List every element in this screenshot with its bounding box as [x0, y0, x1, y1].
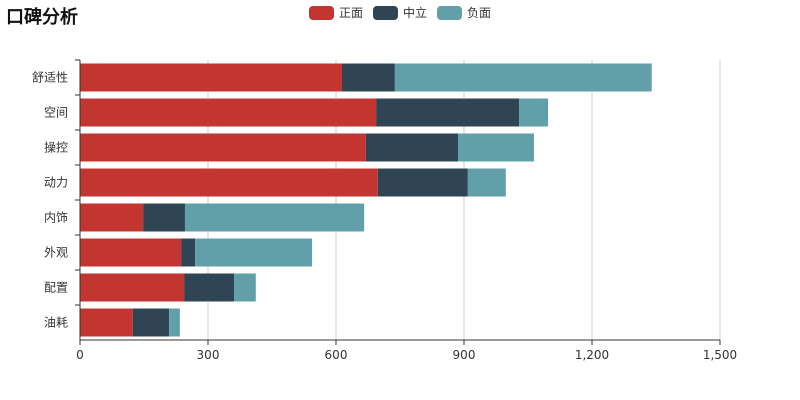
legend-label: 负面	[467, 6, 492, 20]
bar-segment[interactable]	[181, 238, 196, 267]
y-tick-label: 空间	[44, 106, 68, 120]
bar-segment[interactable]	[184, 203, 365, 232]
legend-swatch	[373, 5, 399, 20]
x-tick-label: 1,200	[575, 348, 609, 362]
bar-segment[interactable]	[377, 168, 468, 197]
x-tick-label: 300	[197, 348, 220, 362]
x-tick-label: 1,500	[703, 348, 737, 362]
bar-segment[interactable]	[376, 98, 520, 127]
legend: 正面 中立 负面	[309, 4, 491, 21]
x-tick-label: 900	[453, 348, 476, 362]
y-tick-label: 舒适性	[32, 71, 68, 85]
bar-segment[interactable]	[80, 238, 182, 267]
bar-segment[interactable]	[143, 203, 185, 232]
y-tick-label: 动力	[44, 176, 68, 190]
legend-label: 中立	[403, 6, 428, 20]
bar-segment[interactable]	[80, 63, 342, 92]
bar-segment[interactable]	[80, 168, 378, 197]
bar-segment[interactable]	[169, 308, 180, 337]
bar-segment[interactable]	[80, 98, 377, 127]
legend-swatch	[437, 5, 463, 20]
legend-swatch	[309, 5, 334, 20]
legend-label: 正面	[339, 6, 364, 20]
bar-segment[interactable]	[195, 238, 313, 267]
x-tick-label: 600	[325, 348, 348, 362]
bar-segment[interactable]	[80, 308, 133, 337]
bar-segment[interactable]	[458, 133, 534, 162]
bar-segment[interactable]	[234, 273, 256, 302]
bar-segment[interactable]	[80, 133, 366, 162]
legend-item-neutral[interactable]: 中立	[373, 4, 427, 21]
bar-segment[interactable]	[80, 273, 185, 302]
y-tick-label: 内饰	[44, 211, 68, 225]
bar-segment[interactable]	[467, 168, 506, 197]
bar-segment[interactable]	[184, 273, 235, 302]
y-tick-label: 操控	[44, 140, 68, 155]
y-tick-label: 配置	[44, 281, 68, 295]
bar-segment[interactable]	[365, 133, 459, 162]
legend-item-negative[interactable]: 负面	[437, 4, 491, 21]
bar-segment[interactable]	[132, 308, 170, 337]
bar-segment[interactable]	[341, 63, 395, 92]
y-tick-label: 外观	[44, 246, 68, 260]
legend-item-positive[interactable]: 正面	[309, 4, 363, 21]
x-tick-label: 0	[76, 348, 84, 362]
y-tick-label: 油耗	[44, 316, 68, 330]
bar-segment[interactable]	[519, 98, 549, 127]
bar-segment[interactable]	[394, 63, 652, 92]
bar-segment[interactable]	[80, 203, 144, 232]
chart-title: 口碑分析	[6, 7, 78, 28]
